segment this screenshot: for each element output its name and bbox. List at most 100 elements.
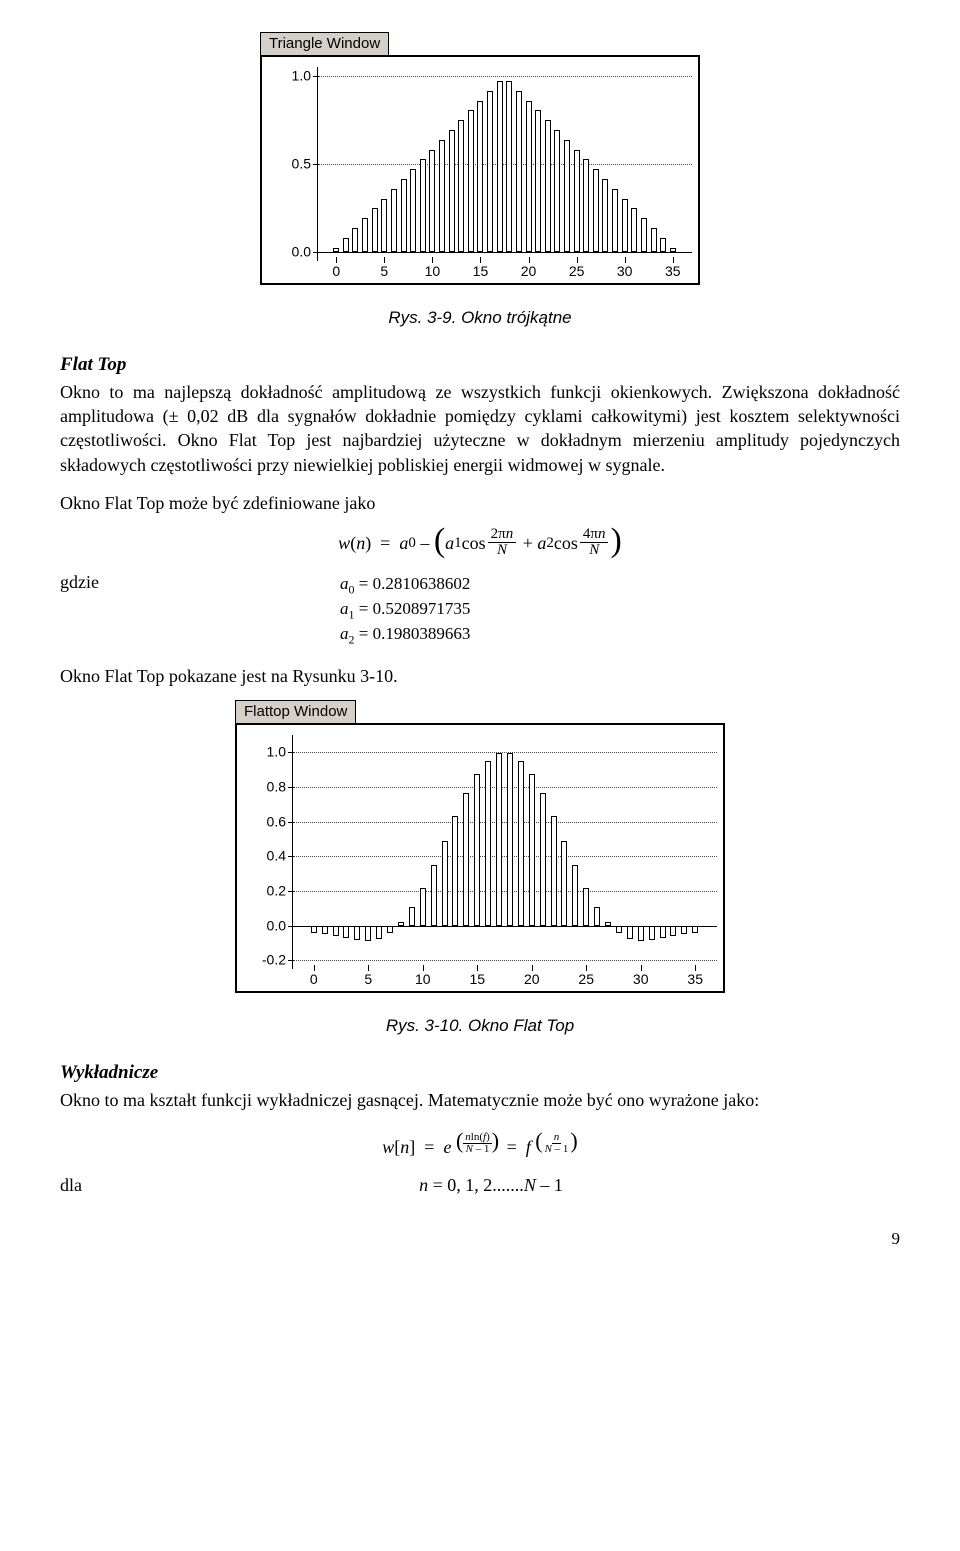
data-bar — [551, 816, 557, 926]
y-tick-label: 0.8 — [243, 778, 286, 797]
data-bar — [535, 110, 541, 252]
flat-top-paragraph: Okno to ma najlepszą dokładność amplitud… — [60, 380, 900, 477]
data-bar — [638, 926, 644, 941]
data-bar — [352, 228, 358, 252]
x-tick-label: 10 — [415, 970, 431, 989]
dla-label: dla — [60, 1173, 82, 1197]
exp-heading: Wykładnicze — [60, 1060, 900, 1086]
triangle-window-chart: Triangle Window 0.00.51.005101520253035 — [260, 30, 700, 285]
data-bar — [605, 922, 611, 926]
data-bar — [612, 189, 618, 253]
caption-1: Rys. 3-9. Okno trójkątne — [60, 307, 900, 330]
data-bar — [410, 169, 416, 252]
data-bar — [333, 248, 339, 253]
y-tick-label: 0.2 — [243, 882, 286, 901]
data-bar — [641, 218, 647, 252]
chart2-title: Flattop Window — [235, 700, 356, 724]
data-bar — [518, 761, 524, 926]
data-bar — [468, 110, 474, 252]
data-bar — [670, 926, 676, 936]
data-bar — [420, 159, 426, 252]
data-bar — [485, 761, 491, 926]
data-bar — [593, 169, 599, 252]
x-tick-label: 0 — [310, 970, 318, 989]
data-bar — [354, 926, 360, 941]
data-bar — [372, 208, 378, 252]
data-bar — [452, 816, 458, 926]
page-number: 9 — [60, 1228, 900, 1251]
data-bar — [391, 189, 397, 253]
data-bar — [545, 120, 551, 252]
data-bar — [362, 218, 368, 252]
gdzie-label: gdzie — [60, 570, 99, 594]
data-bar — [429, 150, 435, 253]
data-bar — [627, 926, 633, 939]
data-bar — [602, 179, 608, 252]
data-bar — [616, 926, 622, 933]
x-tick-label: 20 — [524, 970, 540, 989]
data-bar — [420, 888, 426, 926]
data-bar — [387, 926, 393, 933]
data-bar — [322, 926, 328, 934]
data-bar — [649, 926, 655, 941]
exp-equation: w[n] = e (nln(f)N – 1) = f (nN – 1) — [60, 1126, 900, 1159]
chart2-plot: -0.20.00.20.40.60.81.005101520253035 — [235, 723, 725, 993]
data-bar — [343, 238, 349, 253]
chart1-title: Triangle Window — [260, 32, 389, 56]
data-bar — [681, 926, 687, 934]
x-tick-label: 25 — [578, 970, 594, 989]
coeff-a0: a0 = 0.2810638602 — [340, 573, 900, 598]
data-bar — [651, 228, 657, 252]
x-tick-label: 10 — [425, 262, 441, 281]
x-tick-label: 20 — [521, 262, 537, 281]
x-tick-label: 35 — [687, 970, 703, 989]
data-bar — [449, 130, 455, 252]
data-bar — [529, 774, 535, 925]
data-bar — [660, 238, 666, 253]
x-tick-label: 5 — [364, 970, 372, 989]
data-bar — [311, 926, 317, 933]
data-bar — [333, 926, 339, 936]
flat-top-def-line: Okno Flat Top może być zdefiniowane jako — [60, 491, 900, 515]
data-bar — [631, 208, 637, 252]
data-bar — [516, 91, 522, 253]
y-tick-label: 0.6 — [243, 812, 286, 831]
data-bar — [660, 926, 666, 939]
flat-top-shown-line: Okno Flat Top pokazane jest na Rysunku 3… — [60, 664, 900, 688]
data-bar — [507, 753, 513, 925]
coeff-a2: a2 = 0.1980389663 — [340, 623, 900, 648]
x-tick-label: 15 — [469, 970, 485, 989]
data-bar — [474, 774, 480, 925]
coeff-a1: a1 = 0.5208971735 — [340, 598, 900, 623]
flat-top-heading: Flat Top — [60, 352, 900, 378]
data-bar — [526, 101, 532, 253]
data-bar — [439, 140, 445, 253]
data-bar — [409, 907, 415, 926]
data-bar — [376, 926, 382, 939]
y-tick-label: 0.0 — [243, 916, 286, 935]
data-bar — [583, 888, 589, 926]
data-bar — [497, 81, 503, 252]
data-bar — [496, 753, 502, 925]
chart1-plot: 0.00.51.005101520253035 — [260, 55, 700, 285]
data-bar — [670, 248, 676, 253]
y-tick-label: 0.5 — [268, 155, 311, 174]
data-bar — [487, 91, 493, 253]
coeff-list: a0 = 0.2810638602 a1 = 0.5208971735 a2 =… — [340, 573, 900, 648]
data-bar — [554, 130, 560, 252]
caption-2: Rys. 3-10. Okno Flat Top — [60, 1015, 900, 1038]
flattop-window-chart: Flattop Window -0.20.00.20.40.60.81.0051… — [235, 698, 725, 993]
flat-top-equation: w(n) = a0 – ( a1cos 2πnN + a2cos 4πnN ) — [60, 527, 900, 558]
data-bar — [398, 922, 404, 926]
data-bar — [506, 81, 512, 252]
data-bar — [583, 159, 589, 252]
data-bar — [431, 865, 437, 925]
data-bar — [365, 926, 371, 941]
exp-range: n = 0, 1, 2.......N – 1 — [82, 1173, 900, 1197]
data-bar — [442, 841, 448, 926]
data-bar — [594, 907, 600, 926]
data-bar — [458, 120, 464, 252]
x-tick-label: 30 — [617, 262, 633, 281]
data-bar — [540, 793, 546, 925]
data-bar — [463, 793, 469, 925]
